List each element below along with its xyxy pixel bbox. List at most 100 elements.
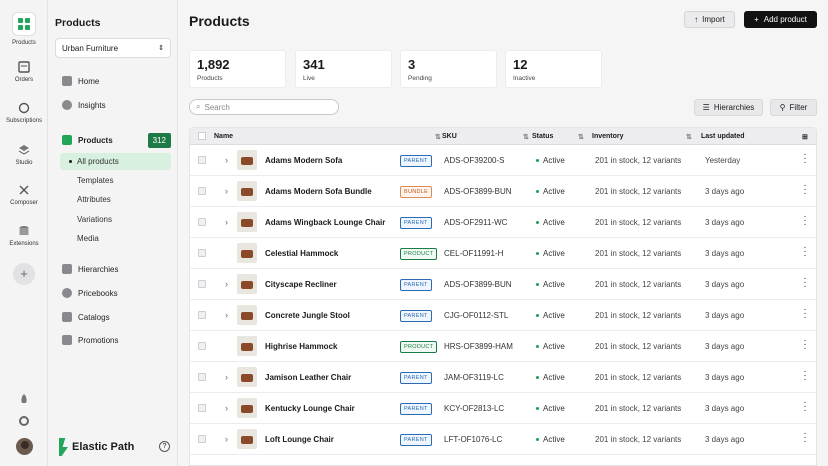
product-name[interactable]: Adams Modern Sofa [265,156,343,165]
more-vertical-icon[interactable]: · · · [803,211,807,230]
import-button[interactable]: ↑ Import [684,11,735,28]
row-checkbox[interactable] [198,373,206,381]
product-name[interactable]: Cityscape Recliner [265,280,337,289]
column-inventory[interactable]: Inventory [592,133,624,140]
product-sku: CEL-OF11991-H [444,249,504,258]
table-row[interactable]: › Loft Lounge Chair PARENT LFT-OF1076-LC Act… [190,424,816,455]
sidebar-subitem-templates[interactable]: Templates [60,172,171,189]
more-vertical-icon[interactable]: · · · [803,304,807,323]
chevron-right-icon[interactable]: › [225,155,228,165]
product-name[interactable]: Adams Modern Sofa Bundle [265,187,372,196]
layers-icon [18,145,30,155]
chevron-right-icon[interactable]: › [225,434,228,444]
column-last-updated[interactable]: Last updated [701,133,745,140]
product-name[interactable]: Kentucky Lounge Chair [265,404,355,413]
sidebar-item-home[interactable]: Home [55,72,171,90]
sidebar-subitem-attributes[interactable]: Attributes [60,191,171,208]
product-name[interactable]: Concrete Jungle Stool [265,311,350,320]
row-checkbox[interactable] [198,280,206,288]
hierarchies-button[interactable]: ☰ Hierarchies [694,99,763,116]
table-row[interactable]: Celestial Hammock PRODUCT CEL-OF11991-H Act… [190,238,816,269]
sidebar-item-catalogs[interactable]: Catalogs [55,308,171,326]
sidebar-item-promotions[interactable]: Promotions [55,331,171,349]
product-name[interactable]: Highrise Hammock [265,342,338,351]
sidebar-item-pricebooks[interactable]: Pricebooks [55,284,171,302]
sort-icon[interactable]: ⇅ [578,134,584,141]
filter-button[interactable]: ⚲ Filter [770,99,817,116]
chevron-right-icon[interactable]: › [225,403,228,413]
product-thumbnail [237,367,257,387]
more-vertical-icon[interactable]: · · · [803,273,807,292]
sort-icon[interactable]: ⇅ [435,134,441,141]
row-checkbox[interactable] [198,156,206,164]
columns-settings-icon[interactable]: ⊞ [802,134,808,141]
column-sku[interactable]: SKU [442,133,457,140]
sort-icon[interactable]: ⇅ [686,134,692,141]
rocket-icon[interactable] [18,393,30,406]
row-checkbox[interactable] [198,218,206,226]
rail-item-products[interactable]: Products [0,12,48,46]
row-checkbox[interactable] [198,249,206,257]
product-name[interactable]: Adams Wingback Lounge Chair [265,218,386,227]
chevron-right-icon[interactable]: › [225,217,228,227]
sidebar-item-insights[interactable]: Insights [55,96,171,114]
row-checkbox[interactable] [198,342,206,350]
rail-item-studio[interactable]: Studio [0,143,48,166]
chevron-right-icon[interactable]: › [225,186,228,196]
rail-item-extensions[interactable]: Extensions [0,224,48,247]
sidebar-subitem-label: Media [77,234,99,243]
help-icon[interactable]: ? [159,441,170,452]
store-selector[interactable]: Urban Furniture ⇕ [55,38,171,58]
sidebar-subitem-variations[interactable]: Variations [60,211,171,228]
chevron-right-icon[interactable]: › [225,310,228,320]
table-row[interactable]: › Cityscape Recliner PARENT ADS-OF3899-BUN A… [190,269,816,300]
product-sku: LFT-OF1076-LC [444,435,503,444]
product-name[interactable]: Jamison Leather Chair [265,373,352,382]
table-row[interactable]: › Adams Modern Sofa PARENT ADS-OF39200-S Act… [190,145,816,176]
table-row[interactable]: Highrise Hammock PRODUCT HRS-OF3899-HAM Act… [190,331,816,362]
table-row[interactable]: › Adams Modern Sofa Bundle BUNDLE ADS-OF389… [190,176,816,207]
column-status[interactable]: Status [532,133,554,140]
table-row[interactable]: › Jamison Leather Chair PARENT JAM-OF3119-L… [190,362,816,393]
row-checkbox[interactable] [198,187,206,195]
product-sku: HRS-OF3899-HAM [444,342,513,351]
product-sku: CJG-OF0112-STL [444,311,509,320]
sidebar-item-hierarchies[interactable]: Hierarchies [55,260,171,278]
sort-icon[interactable]: ⇅ [523,134,529,141]
row-checkbox[interactable] [198,311,206,319]
more-vertical-icon[interactable]: · · · [803,335,807,354]
column-name[interactable]: Name [214,133,234,140]
product-thumbnail [237,181,257,201]
add-product-button[interactable]: + Add product [744,11,817,28]
chevron-right-icon[interactable]: › [225,372,228,382]
stat-label: Pending [408,75,432,82]
rail-item-subscriptions[interactable]: Subscriptions [0,101,48,124]
chevron-right-icon[interactable]: › [225,279,228,289]
select-all-checkbox[interactable] [198,132,206,140]
product-name[interactable]: Loft Lounge Chair [265,435,334,444]
more-vertical-icon[interactable]: · · · [803,397,807,416]
inventory-text: 201 in stock, 12 variants [595,156,682,165]
gear-icon[interactable] [18,415,30,427]
table-row[interactable]: › Concrete Jungle Stool PARENT CJG-OF0112-S… [190,300,816,331]
avatar[interactable] [16,438,33,455]
row-checkbox[interactable] [198,404,206,412]
table-row[interactable]: › Kentucky Lounge Chair PARENT KCY-OF2813-L… [190,393,816,424]
more-vertical-icon[interactable]: · · · [803,242,807,261]
rail-item-orders[interactable]: Orders [0,60,48,83]
more-vertical-icon[interactable]: · · · [803,428,807,447]
more-vertical-icon[interactable]: · · · [803,180,807,199]
search-input[interactable]: ⌕ Search [189,99,339,115]
sidebar-item-products[interactable]: Products 312 [55,131,171,149]
add-extension-button[interactable]: + [13,263,35,285]
rail-item-composer[interactable]: Composer [0,183,48,206]
sidebar-subitem-media[interactable]: Media [60,230,171,247]
table-row[interactable]: › Adams Wingback Lounge Chair PARENT ADS-OF… [190,207,816,238]
more-vertical-icon[interactable]: · · · [803,149,807,168]
stat-label: Live [303,75,315,82]
product-name[interactable]: Celestial Hammock [265,249,339,258]
sidebar: Products Urban Furniture ⇕ Home Insights … [48,0,178,466]
sidebar-subitem-all-products[interactable]: All products [60,153,171,170]
row-checkbox[interactable] [198,435,206,443]
more-vertical-icon[interactable]: · · · [803,366,807,385]
